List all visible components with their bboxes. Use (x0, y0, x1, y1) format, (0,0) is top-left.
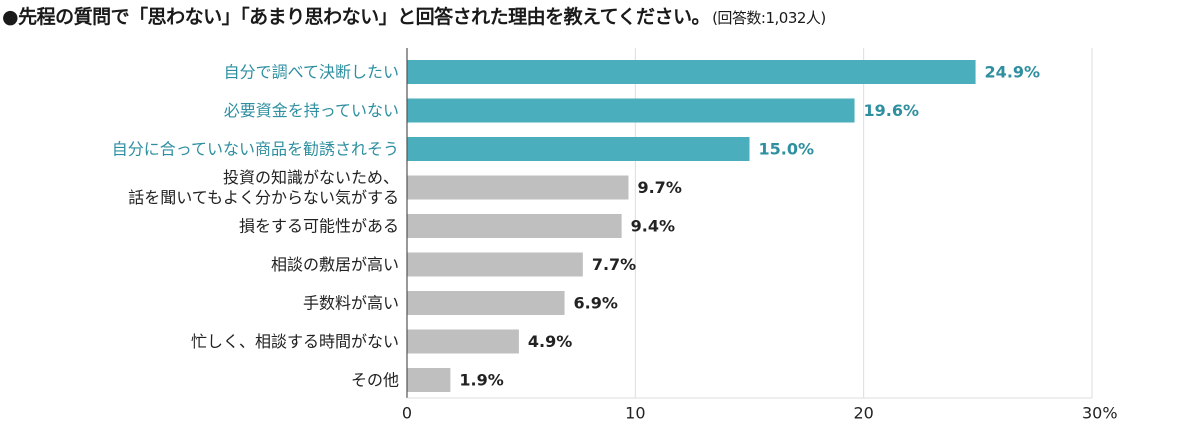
category-label-7: 手数料が高い (303, 294, 399, 313)
category-label-5: 損をする可能性がある (239, 217, 399, 236)
bar-5 (407, 214, 622, 238)
x-tick-label-20: 20 (853, 404, 873, 423)
respondent-count: (回答数:1,032人) (712, 9, 826, 27)
title-text: ●先程の質問で「思わない」「あまり思わない」と回答された理由を教えてください。 (2, 6, 711, 28)
value-label-9: 1.9% (459, 371, 503, 390)
x-tick-label-0: 0 (402, 404, 412, 423)
category-label-8: 忙しく、相談する時間がない (191, 332, 399, 351)
category-label-9: その他 (351, 371, 399, 390)
category-label-3: 自分に合っていない商品を勧誘されそう (112, 140, 399, 159)
value-label-5: 9.4% (631, 217, 675, 236)
category-label-4-line-2: 話を聞いてもよく分からない気がする (128, 188, 399, 207)
bar-1 (407, 60, 976, 84)
category-label-2: 必要資金を持っていない (224, 101, 399, 120)
bar-2 (407, 98, 855, 123)
bar-6 (407, 252, 583, 277)
bar-3 (407, 137, 750, 161)
x-tick-label-30: 30% (1082, 404, 1118, 423)
value-label-6: 7.7% (592, 255, 636, 274)
category-label-4-line-1: 投資の知識がないため、 (223, 168, 399, 187)
value-label-4: 9.7% (637, 178, 681, 197)
bar-9 (407, 368, 451, 392)
x-tick-label-10: 10 (625, 404, 645, 423)
bar-7 (407, 291, 565, 315)
value-label-3: 15.0% (759, 140, 815, 159)
category-label-6: 相談の敷居が高い (271, 255, 399, 274)
value-label-8: 4.9% (528, 332, 572, 351)
value-label-2: 19.6% (864, 101, 920, 120)
category-label-1: 自分で調べて決断したい (224, 63, 399, 82)
value-label-7: 6.9% (574, 294, 618, 313)
bar-4 (407, 175, 629, 200)
bar-8 (407, 329, 519, 354)
chart-title: ●先程の質問で「思わない」「あまり思わない」と回答された理由を教えてください。(… (2, 2, 826, 29)
value-label-1: 24.9% (985, 63, 1041, 82)
